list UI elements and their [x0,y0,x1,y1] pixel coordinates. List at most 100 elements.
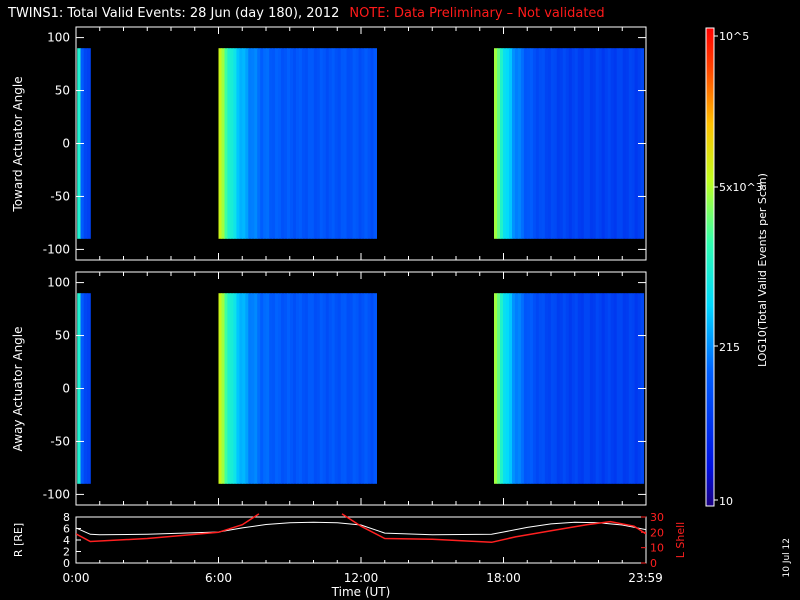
heatmap-column [266,293,270,484]
heatmap-column [497,48,501,239]
orbit-y2-tick-label: 30 [650,511,664,524]
heatmap-column [509,293,513,484]
y-tick-label: 0 [62,137,70,151]
heatmap-column [334,293,339,484]
heatmap-column [500,48,504,239]
heatmap-column [622,48,627,239]
heatmap-column [328,293,333,484]
heatmap-column [331,293,336,484]
heatmap-column [604,48,609,239]
heatmap-column [316,293,321,484]
y-tick-label: 50 [55,329,70,343]
heatmap-column [604,293,609,484]
heatmap-column [251,48,255,239]
colorbar-label: LOG10(Total Valid Events per Scan) [756,173,769,367]
colorbar-tick-215: 215 [719,341,740,354]
heatmap-column [307,48,312,239]
colorbar-tick-max: 10^5 [719,30,749,43]
x-tick-label: 18:00 [486,571,521,585]
heatmap-column [556,293,561,484]
heatmap-column [346,293,351,484]
heatmap-column [245,48,249,239]
heatmap-column [526,293,531,484]
heatmap-column [601,48,606,239]
orbit-lines [76,513,646,544]
heatmap-column [218,48,222,239]
heatmap-column [568,293,573,484]
heatmap-column [316,48,321,239]
heatmap-column [634,293,639,484]
heatmap-column [598,293,603,484]
heatmap-column [586,48,591,239]
heatmap-column [340,48,345,239]
heatmap-column [580,293,585,484]
heatmap-column [628,48,633,239]
heatmap-column [577,293,582,484]
heatmap-column [233,293,237,484]
heatmap-column [574,48,579,239]
heatmap-column [266,48,270,239]
heatmap-column [610,293,615,484]
heatmap-column [532,48,537,239]
heatmap-column [278,293,282,484]
heatmap-column [349,48,354,239]
heatmap-column [263,293,267,484]
orbit-ylabel: R [RE] [12,523,25,557]
heatmap-column [556,48,561,239]
heatmap-column [503,293,507,484]
heatmap-column [284,293,288,484]
heatmap-column [529,48,534,239]
heatmap-column [592,48,597,239]
chart-title: TWINS1: Total Valid Events: 28 Jun (day … [8,6,605,21]
heatmap-column [322,48,327,239]
heatmap-column [337,293,342,484]
heatmap-column [293,293,297,484]
heatmap-column [559,293,564,484]
heatmap-column [520,48,525,239]
heatmap-column [218,293,222,484]
heatmap-column [343,48,348,239]
heatmap-column [571,48,576,239]
heatmap-column [287,48,291,239]
heatmap-column [500,293,504,484]
heatmap-column [293,48,297,239]
heatmap-column [509,48,513,239]
heatmap-column [87,293,91,484]
colorbar-tick-min: 10 [719,495,733,508]
heatmap-column [313,293,318,484]
y-tick-label: 0 [62,382,70,396]
heatmap-column [598,48,603,239]
heatmap-column [260,293,264,484]
heatmap-column [613,48,618,239]
heatmap-column [541,48,546,239]
heatmap-column [287,293,291,484]
orbit-y2-tick-label: 0 [650,557,657,570]
heatmap-column [607,48,612,239]
heatmap-column [562,293,567,484]
y-tick-label: 50 [55,84,70,98]
toward-ylabel: Toward Actuator Angle [11,76,25,212]
heatmap-column [586,293,591,484]
heatmap-column [355,293,360,484]
heatmap-column [248,293,252,484]
y-tick-label: -100 [43,487,70,501]
heatmap-column [296,293,300,484]
heatmap-column [622,293,627,484]
heatmap-column [506,48,510,239]
heatmap-column [589,293,594,484]
heatmap-column [512,293,516,484]
heatmap-column [301,293,306,484]
heatmap-column [553,293,558,484]
heatmap-column [631,293,636,484]
r-series-line [76,521,646,536]
heatmap-column [260,48,264,239]
heatmap-column [263,48,267,239]
heatmap-column [248,48,252,239]
heatmap-column [619,293,624,484]
heatmap-column [251,293,255,484]
orbit-y-tick-label: 0 [63,557,70,570]
heatmap-column [529,293,534,484]
heatmap-column [373,48,377,239]
heatmap-column [361,48,365,239]
